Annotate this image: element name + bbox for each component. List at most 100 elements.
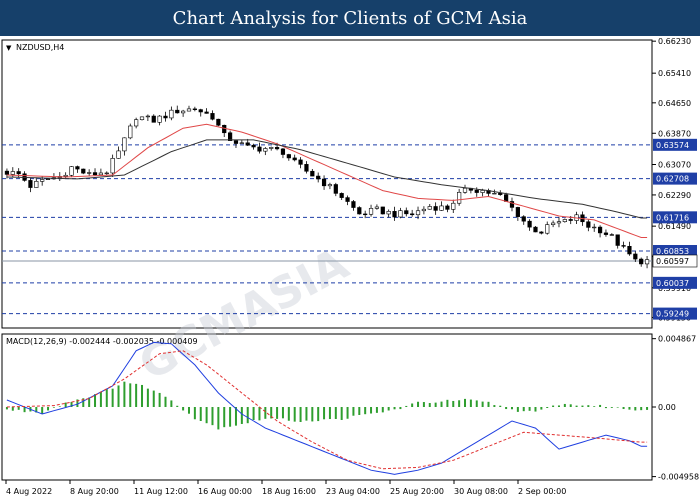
candle-body bbox=[492, 192, 497, 195]
macd-histogram-bar bbox=[557, 405, 560, 407]
candle-body bbox=[392, 211, 397, 218]
x-axis-tick-label: 18 Aug 16:00 bbox=[262, 487, 316, 496]
level-label-box bbox=[653, 172, 697, 185]
macd-histogram-bar bbox=[346, 407, 349, 419]
macd-histogram-bar bbox=[458, 400, 461, 407]
candle-body bbox=[609, 234, 614, 236]
candle-body bbox=[363, 213, 368, 216]
candle-body bbox=[368, 208, 374, 215]
macd-histogram-bar bbox=[246, 407, 249, 424]
candle-body bbox=[274, 147, 280, 150]
macd-histogram-bar bbox=[387, 407, 390, 411]
macd-histogram-bar bbox=[522, 407, 525, 412]
candle-body bbox=[439, 205, 444, 211]
macd-histogram-bar bbox=[604, 407, 607, 409]
candle-body bbox=[63, 174, 68, 177]
x-axis-tick-label: 30 Aug 08:00 bbox=[454, 487, 508, 496]
macd-histogram-bar bbox=[187, 407, 190, 414]
candle-body bbox=[451, 202, 456, 210]
macd-histogram-bar bbox=[399, 407, 402, 410]
macd-histogram-bar bbox=[411, 403, 414, 407]
candle-body bbox=[75, 166, 80, 170]
macd-histogram-bar bbox=[117, 385, 120, 407]
price-y-tick-label: 0.65410 bbox=[658, 69, 691, 78]
candle-body bbox=[81, 168, 86, 174]
level-label: 0.60037 bbox=[656, 279, 689, 288]
candle-body bbox=[545, 224, 550, 234]
candle-body bbox=[151, 115, 156, 123]
macd-histogram-bar bbox=[552, 405, 555, 407]
candle-body bbox=[4, 170, 10, 175]
header-title: Chart Analysis for Clients of GCM Asia bbox=[172, 7, 528, 29]
x-axis-tick-label: 4 Aug 2022 bbox=[6, 487, 52, 496]
macd-histogram-bar bbox=[646, 407, 649, 410]
macd-histogram-bar bbox=[141, 384, 144, 407]
candle-body bbox=[445, 205, 450, 210]
candle-body bbox=[128, 125, 133, 139]
macd-histogram-bar bbox=[305, 407, 308, 421]
macd-histogram-bar bbox=[428, 403, 431, 407]
candle-body bbox=[280, 148, 286, 155]
level-label: 0.63574 bbox=[656, 141, 689, 150]
macd-histogram-bar bbox=[99, 391, 102, 407]
candle-body bbox=[621, 245, 626, 247]
macd-histogram-bar bbox=[422, 402, 425, 407]
candle-body bbox=[357, 207, 362, 215]
candle-body bbox=[269, 147, 274, 149]
macd-histogram-bar bbox=[193, 407, 196, 420]
level-label-box bbox=[653, 138, 697, 151]
macd-histogram-bar bbox=[311, 407, 314, 422]
macd-histogram-bar bbox=[105, 389, 108, 407]
macd-histogram-bar bbox=[76, 399, 79, 407]
macd-histogram-bar bbox=[469, 399, 472, 407]
candle-body bbox=[139, 116, 145, 120]
macd-histogram-bar bbox=[540, 407, 543, 410]
macd-histogram-bar bbox=[217, 407, 220, 430]
candle-body bbox=[398, 210, 403, 218]
price-y-tick-label: 0.64650 bbox=[658, 99, 691, 108]
candle-body bbox=[562, 219, 567, 222]
candle-body bbox=[204, 111, 209, 114]
macd-histogram-bar bbox=[270, 407, 273, 419]
candle-body bbox=[45, 178, 51, 181]
macd-histogram-bar bbox=[317, 407, 320, 422]
macd-histogram-bar bbox=[229, 407, 232, 427]
candle-body bbox=[539, 231, 544, 234]
macd-histogram-bar bbox=[364, 407, 367, 415]
candle-body bbox=[321, 178, 327, 187]
candle-body bbox=[216, 118, 221, 126]
candle-body bbox=[462, 187, 468, 193]
candle-body bbox=[404, 210, 409, 215]
macd-histogram-bar bbox=[129, 383, 132, 407]
x-axis-tick-label: 11 Aug 12:00 bbox=[134, 487, 188, 496]
moving-average-fast bbox=[6, 123, 648, 238]
candle-body bbox=[122, 137, 127, 152]
candle-body bbox=[586, 221, 591, 228]
macd-histogram-bar bbox=[464, 398, 467, 407]
x-axis-tick-label: 23 Aug 04:00 bbox=[326, 487, 380, 496]
candle-body bbox=[310, 170, 315, 177]
macd-histogram-bar bbox=[182, 407, 185, 411]
candle-body bbox=[181, 110, 186, 114]
macd-histogram-bar bbox=[240, 407, 243, 424]
macd-histogram-bar bbox=[17, 407, 20, 410]
candle-body bbox=[69, 166, 74, 176]
macd-histogram-bar bbox=[510, 407, 513, 410]
macd-histogram-bar bbox=[375, 407, 378, 413]
candle-body bbox=[316, 175, 321, 180]
price-panel bbox=[1, 39, 653, 329]
candle-body bbox=[457, 191, 462, 204]
candle-body bbox=[210, 113, 215, 120]
macd-histogram-bar bbox=[452, 400, 455, 407]
candle-body bbox=[515, 207, 520, 217]
macd-histogram-bar bbox=[334, 407, 337, 419]
macd-histogram-bar bbox=[123, 381, 126, 407]
level-label: 0.60853 bbox=[656, 247, 689, 256]
candle-body bbox=[175, 109, 180, 114]
macd-histogram-bar bbox=[534, 407, 537, 412]
macd-histogram-bar bbox=[405, 405, 408, 407]
candle-body bbox=[298, 159, 303, 165]
price-chart[interactable]: GCMASIA0.662300.654100.646500.638700.630… bbox=[0, 36, 700, 500]
macd-histogram-bar bbox=[563, 403, 566, 407]
macd-histogram-bar bbox=[575, 405, 578, 407]
